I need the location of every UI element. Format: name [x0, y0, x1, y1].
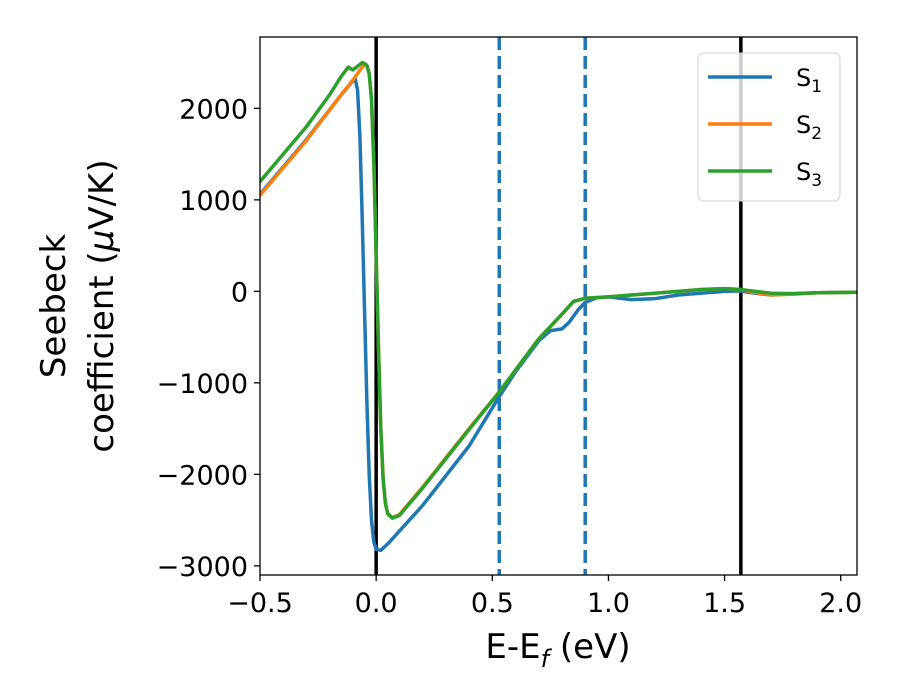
legend-label-3: S3	[796, 158, 822, 191]
series-lines	[260, 60, 857, 553]
legend-label-1: S1	[796, 64, 822, 97]
x-axis-ticks: −0.5 0.0 0.5 1.0 1.5 2.0	[227, 575, 862, 619]
x-tick-label: 0.5	[471, 588, 514, 619]
y-axis-label: Seebeck coefficient (μV/K)	[34, 159, 122, 452]
x-tick-label: −0.5	[227, 588, 293, 619]
y-tick-label: 0	[231, 277, 248, 308]
series-line-3	[260, 60, 857, 521]
y-axis-label-line1: Seebeck	[34, 234, 74, 379]
legend-label-2: S2	[796, 111, 822, 144]
x-axis-label: E-Ef (eV)	[485, 627, 630, 673]
y-axis-label-line2: coefficient (μV/K)	[82, 159, 122, 452]
x-tick-label: 0.0	[355, 588, 398, 619]
legend-box	[697, 52, 841, 202]
x-tick-label: 1.5	[703, 588, 746, 619]
legend: S1 S2 S3	[697, 52, 841, 202]
x-tick-label: 2.0	[819, 588, 862, 619]
plot-frame	[259, 36, 858, 576]
y-tick-label: −1000	[157, 369, 248, 400]
y-tick-label: 1000	[179, 186, 248, 217]
x-tick-label: 1.0	[587, 588, 630, 619]
y-axis-ticks: −3000 −2000 −1000 0 1000 2000	[157, 94, 260, 583]
y-tick-label: 2000	[179, 94, 248, 125]
y-tick-label: −2000	[157, 460, 248, 491]
y-tick-label: −3000	[157, 552, 248, 583]
